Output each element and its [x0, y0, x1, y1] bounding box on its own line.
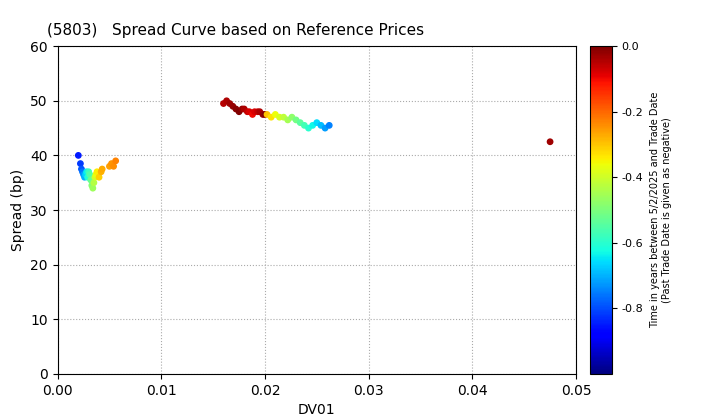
Point — [294, 119, 306, 126]
Point — [87, 185, 99, 192]
Point — [104, 163, 115, 170]
Point — [83, 168, 94, 175]
Point — [88, 179, 99, 186]
Point — [286, 114, 297, 121]
Point — [302, 125, 314, 131]
Point — [106, 160, 117, 167]
Point — [108, 163, 120, 170]
Point — [266, 114, 277, 121]
Point — [90, 171, 102, 178]
Point — [94, 174, 105, 181]
Point — [89, 174, 101, 181]
Y-axis label: Spread (bp): Spread (bp) — [11, 169, 24, 251]
Point — [290, 116, 302, 123]
Point — [75, 160, 86, 167]
Point — [299, 122, 310, 129]
Point — [233, 108, 245, 115]
Point — [82, 174, 94, 181]
Point — [238, 105, 250, 112]
Point — [221, 97, 233, 104]
Point — [80, 171, 91, 178]
Point — [259, 111, 271, 118]
Point — [78, 174, 90, 181]
Point — [76, 165, 87, 172]
Point — [320, 125, 331, 131]
Point — [91, 168, 103, 175]
Point — [274, 114, 285, 121]
Point — [224, 100, 235, 107]
Point — [247, 111, 258, 118]
Point — [236, 105, 248, 112]
Point — [315, 122, 327, 129]
Point — [243, 108, 255, 115]
Point — [254, 108, 266, 115]
Point — [84, 171, 96, 178]
Point — [227, 103, 238, 110]
Point — [77, 168, 89, 175]
Point — [230, 105, 242, 112]
Point — [323, 122, 335, 129]
Text: (5803)   Spread Curve based on Reference Prices: (5803) Spread Curve based on Reference P… — [48, 23, 424, 38]
Point — [73, 152, 84, 159]
Point — [252, 108, 264, 115]
Point — [269, 111, 281, 118]
Point — [78, 171, 89, 178]
Point — [307, 122, 318, 129]
Point — [217, 100, 229, 107]
Point — [261, 111, 273, 118]
Point — [86, 182, 98, 189]
X-axis label: DV01: DV01 — [298, 403, 336, 417]
Point — [81, 168, 92, 175]
Point — [95, 168, 107, 175]
Point — [242, 108, 253, 115]
Point — [257, 111, 269, 118]
Point — [110, 158, 122, 164]
Point — [249, 108, 261, 115]
Point — [282, 116, 294, 123]
Y-axis label: Time in years between 5/2/2025 and Trade Date
(Past Trade Date is given as negat: Time in years between 5/2/2025 and Trade… — [650, 92, 672, 328]
Point — [311, 119, 323, 126]
Point — [96, 165, 108, 172]
Point — [278, 114, 289, 121]
Point — [85, 176, 96, 183]
Point — [544, 138, 556, 145]
